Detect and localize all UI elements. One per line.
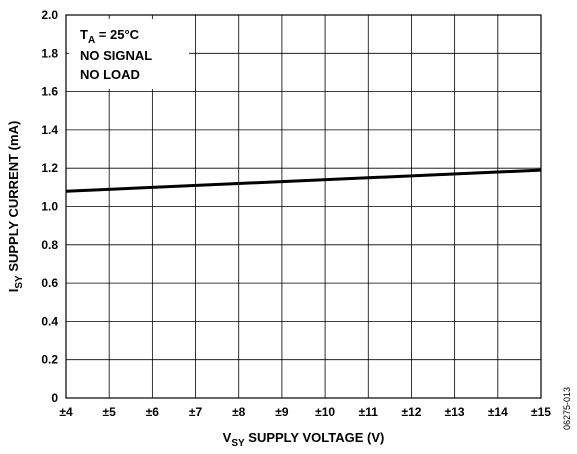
y-tick-label: 1.8 [41, 46, 58, 60]
annotation-temperature: TA = 25°C [80, 27, 140, 46]
x-tick-label: ±14 [488, 405, 508, 419]
data-series [65, 168, 542, 193]
y-tick-label: 0.4 [41, 314, 58, 328]
y-tick-label: 0.6 [41, 276, 58, 290]
x-tick-label: ±11 [359, 405, 379, 419]
x-tick-label: ±13 [445, 405, 465, 419]
annotation-temperature-subscript: A [88, 35, 95, 46]
x-axis-title: VSY SUPPLY VOLTAGE (V) [223, 430, 385, 449]
figure-id: 06275-013 [562, 387, 572, 430]
y-tick-labels: 0 0.2 0.4 0.6 0.8 1.0 1.2 1.4 1.6 1.8 2.0 [41, 8, 58, 405]
x-tick-label: ±10 [315, 405, 335, 419]
y-axis-title: ISY SUPPLY CURRENT (mA) [6, 121, 25, 293]
x-tick-label: ±7 [189, 405, 203, 419]
y-tick-label: 1.6 [41, 85, 58, 99]
x-tick-label: ±5 [103, 405, 117, 419]
annotation: TA = 25°C NO SIGNAL NO LOAD [69, 19, 189, 89]
x-tick-label: ±6 [146, 405, 160, 419]
x-tick-label: ±12 [401, 405, 421, 419]
plot-frame [65, 14, 542, 399]
x-tick-labels: ±4 ±5 ±6 ±7 ±8 ±9 ±10 ±11 ±12 ±13 ±14 ±15 [59, 405, 551, 419]
y-tick-label: 0.8 [41, 238, 58, 252]
y-tick-label: 1.2 [41, 161, 58, 175]
series-line [65, 168, 542, 193]
x-tick-label: ±15 [531, 405, 551, 419]
annotation-no-signal: NO SIGNAL [80, 48, 152, 63]
y-tick-label: 0 [51, 391, 58, 405]
y-tick-label: 0.2 [41, 353, 58, 367]
annotation-no-load: NO LOAD [80, 67, 140, 82]
x-tick-label: ±8 [232, 405, 246, 419]
annotation-background [69, 19, 189, 89]
y-tick-label: 1.4 [41, 123, 58, 137]
x-tick-label: ±9 [275, 405, 289, 419]
x-tick-label: ±4 [59, 405, 73, 419]
y-tick-label: 1.0 [41, 200, 58, 214]
y-tick-label: 2.0 [41, 8, 58, 22]
